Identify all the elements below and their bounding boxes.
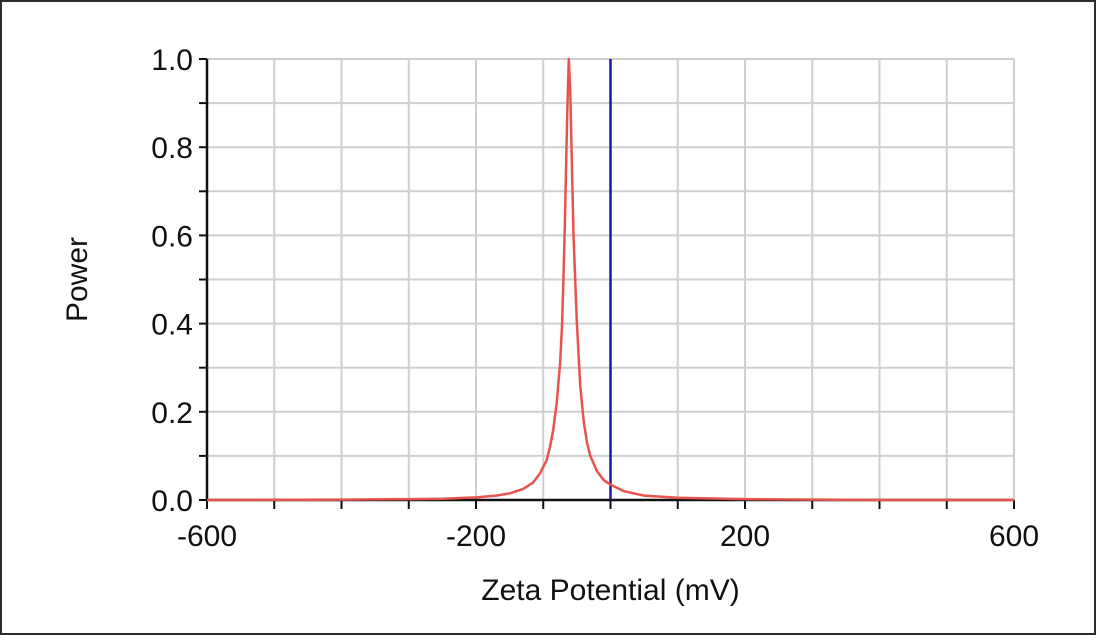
y-tick-label: 0.6 <box>151 220 193 253</box>
y-tick-label: 0.8 <box>151 132 193 165</box>
zeta-distribution-line <box>206 57 1014 502</box>
tick-labels: 0.0 0.2 0.4 0.6 0.8 1.0 -600 -200 200 600 <box>151 44 1039 553</box>
y-axis-title: Power <box>61 237 94 322</box>
series-layer <box>206 57 1014 502</box>
axes <box>199 58 1015 509</box>
x-tick-label: -200 <box>446 520 506 553</box>
y-tick-label: 1.0 <box>151 44 193 77</box>
y-tick-label: 0.4 <box>151 309 193 342</box>
y-tick-label: 0.2 <box>151 397 193 430</box>
y-tick-label: 0.0 <box>151 485 193 518</box>
x-axis-title: Zeta Potential (mV) <box>481 574 739 607</box>
x-tick-label: -600 <box>177 520 237 553</box>
x-tick-label: 600 <box>989 520 1039 553</box>
x-tick-label: 200 <box>720 520 770 553</box>
